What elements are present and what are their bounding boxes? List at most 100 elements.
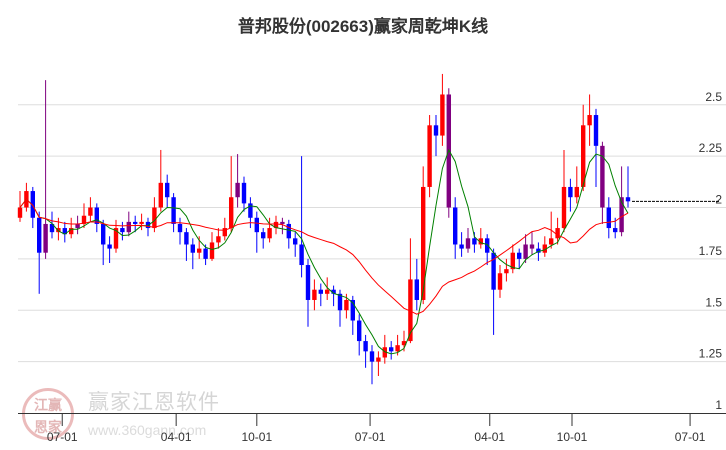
- candle-body: [382, 347, 387, 358]
- candle: [69, 217, 74, 239]
- candle-body: [389, 347, 394, 352]
- candle: [273, 215, 279, 235]
- candle-body: [75, 223, 80, 229]
- candle-body: [158, 182, 163, 208]
- y-tick-label: 1.75: [699, 244, 723, 258]
- candle-body: [414, 279, 419, 300]
- candle: [529, 232, 535, 255]
- watermark-brand: 赢家江恩软件: [88, 391, 220, 414]
- candle-body: [337, 293, 343, 311]
- candle-body: [581, 125, 586, 187]
- candle: [517, 248, 522, 270]
- candle: [133, 215, 138, 233]
- candle-body: [593, 115, 599, 146]
- ma-short-line: [19, 148, 629, 355]
- x-tick-label: 07-01: [47, 430, 78, 444]
- candle-body: [433, 125, 439, 136]
- candle-body: [235, 182, 240, 198]
- candle: [120, 221, 125, 241]
- candle-body: [344, 299, 349, 311]
- candle: [369, 345, 375, 385]
- candle: [241, 176, 247, 212]
- candle: [363, 334, 368, 368]
- candle: [209, 232, 215, 261]
- candle: [504, 258, 509, 282]
- candle: [107, 236, 112, 263]
- candle-body: [113, 228, 119, 249]
- candle-body: [88, 207, 93, 216]
- candle-body: [120, 228, 125, 233]
- candle: [427, 115, 432, 198]
- candle-body: [587, 115, 592, 126]
- candle: [229, 156, 234, 233]
- candle: [568, 178, 573, 212]
- candle-body: [94, 207, 99, 224]
- candle-body: [273, 221, 279, 229]
- y-tick-label: 2.5: [705, 90, 722, 104]
- y-tick-label: 1: [715, 398, 722, 412]
- x-tick-label: 10-01: [557, 430, 588, 444]
- candle: [561, 149, 567, 233]
- candle: [459, 232, 464, 257]
- candle: [280, 217, 285, 235]
- candle: [49, 211, 55, 239]
- candle-body: [286, 223, 291, 239]
- candle-body: [81, 215, 87, 224]
- candle-body: [504, 269, 509, 274]
- candle: [184, 228, 189, 261]
- candle: [421, 166, 426, 305]
- candle: [542, 236, 547, 257]
- candle: [600, 141, 605, 224]
- candle: [62, 221, 67, 243]
- candle-body: [171, 197, 176, 224]
- candle: [331, 285, 336, 307]
- candle-body: [203, 248, 208, 259]
- candle-body: [357, 320, 362, 342]
- candle-body: [408, 279, 413, 342]
- candle-body: [625, 197, 631, 202]
- candle-body: [152, 207, 157, 229]
- candle: [465, 228, 471, 253]
- candle-body: [536, 248, 541, 253]
- candle: [94, 203, 99, 233]
- candle: [254, 211, 259, 253]
- candle-body: [43, 223, 48, 253]
- candle-body: [184, 232, 189, 245]
- candle: [75, 215, 80, 235]
- candle-body: [619, 197, 624, 233]
- candle: [510, 244, 515, 274]
- candle-body: [318, 289, 323, 294]
- candle: [158, 149, 163, 212]
- candle-body: [209, 242, 215, 259]
- candle-body: [331, 289, 336, 294]
- candle-body: [472, 238, 477, 245]
- candle: [574, 166, 579, 204]
- candle: [625, 166, 631, 208]
- candle-body: [465, 238, 471, 249]
- candle-body: [517, 252, 522, 259]
- candle: [30, 186, 35, 229]
- candle-body: [101, 223, 106, 245]
- candle-body: [491, 252, 496, 290]
- candle: [318, 283, 323, 307]
- candle-body: [261, 232, 266, 239]
- candle: [581, 104, 586, 192]
- candle: [190, 238, 195, 270]
- candle-body: [542, 244, 547, 253]
- candle-body: [17, 207, 23, 218]
- candle: [593, 108, 599, 187]
- candle-body: [254, 217, 259, 233]
- candle: [382, 334, 387, 364]
- candle-body: [606, 207, 611, 229]
- candle-body: [510, 252, 515, 270]
- candle-body: [478, 238, 483, 245]
- candle: [101, 219, 106, 266]
- candle: [126, 211, 131, 237]
- y-tick-label: 1.5: [705, 295, 722, 309]
- candle: [299, 156, 304, 278]
- candle: [491, 248, 496, 335]
- candle-body: [376, 357, 381, 362]
- candle-body: [555, 228, 560, 239]
- candle: [216, 228, 221, 249]
- candle-body: [37, 217, 42, 253]
